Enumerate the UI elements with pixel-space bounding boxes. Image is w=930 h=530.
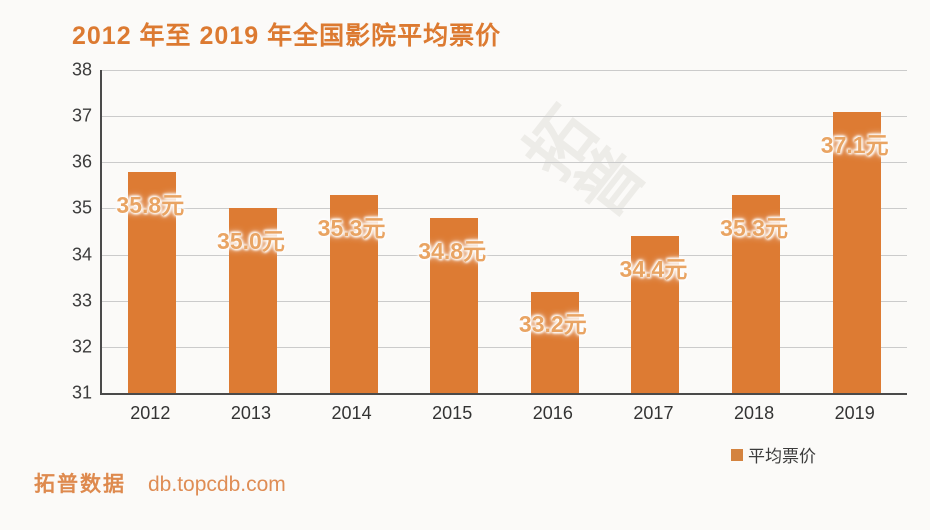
y-tick-36: 36: [71, 151, 92, 172]
chart-title: 2012 年至 2019 年全国影院平均票价: [72, 22, 502, 50]
gridline-32: [102, 346, 907, 348]
x-tick-2013: 2013: [230, 403, 271, 423]
gridline-36: [102, 162, 907, 164]
bar-2015: [430, 217, 479, 393]
legend-swatch-icon: [731, 448, 743, 461]
y-tick-35: 35: [71, 197, 92, 218]
y-tick-37: 37: [71, 105, 92, 126]
x-tick-2015: 2015: [432, 403, 473, 423]
y-tick-34: 34: [71, 244, 92, 265]
gridline-37: [102, 116, 907, 118]
bar-2018: [732, 194, 781, 393]
gridline-38: [102, 70, 907, 71]
bar-2012: [128, 171, 177, 393]
y-tick-31: 31: [71, 382, 92, 403]
bar-2014: [329, 194, 378, 393]
bar-value-label-2019: 37.1元: [820, 131, 889, 158]
bar-2019: [832, 111, 881, 393]
x-tick-2014: 2014: [331, 403, 372, 423]
bar-value-label-2014: 35.3元: [317, 214, 386, 241]
bar-value-label-2016: 33.2元: [518, 311, 587, 338]
bar-value-label-2018: 35.3元: [720, 214, 788, 241]
x-tick-2016: 2016: [532, 403, 573, 423]
gridline-33: [102, 300, 907, 302]
bar-2017: [631, 236, 680, 393]
y-tick-38: 38: [71, 59, 92, 80]
bar-value-label-2012: 35.8元: [116, 191, 185, 218]
brand-name: 拓普数据: [34, 473, 126, 496]
y-tick-33: 33: [71, 290, 92, 311]
x-tick-2018: 2018: [734, 403, 775, 423]
gridline-34: [102, 254, 907, 256]
legend: 平均票价: [731, 442, 816, 467]
bar-2013: [228, 208, 277, 393]
bar-value-label-2015: 34.8元: [418, 237, 487, 264]
x-tick-2017: 2017: [633, 403, 674, 423]
bar-value-label-2013: 35.0元: [217, 228, 285, 255]
bar-value-label-2017: 34.4元: [619, 256, 688, 283]
brand-url: db.topcdb.com: [148, 473, 286, 496]
x-tick-2012: 2012: [130, 403, 171, 423]
x-tick-2019: 2019: [834, 403, 875, 423]
y-tick-32: 32: [71, 336, 92, 357]
footer: 拓普数据 db.topcdb.com: [34, 468, 286, 498]
gridline-35: [102, 208, 907, 210]
legend-label: 平均票价: [748, 447, 816, 466]
bar-2016: [530, 291, 579, 393]
plot-area: 35.8元 35.0元 35.3元 34.8元 33.2元 34.4元 35.3元 37.1元: [100, 70, 907, 395]
